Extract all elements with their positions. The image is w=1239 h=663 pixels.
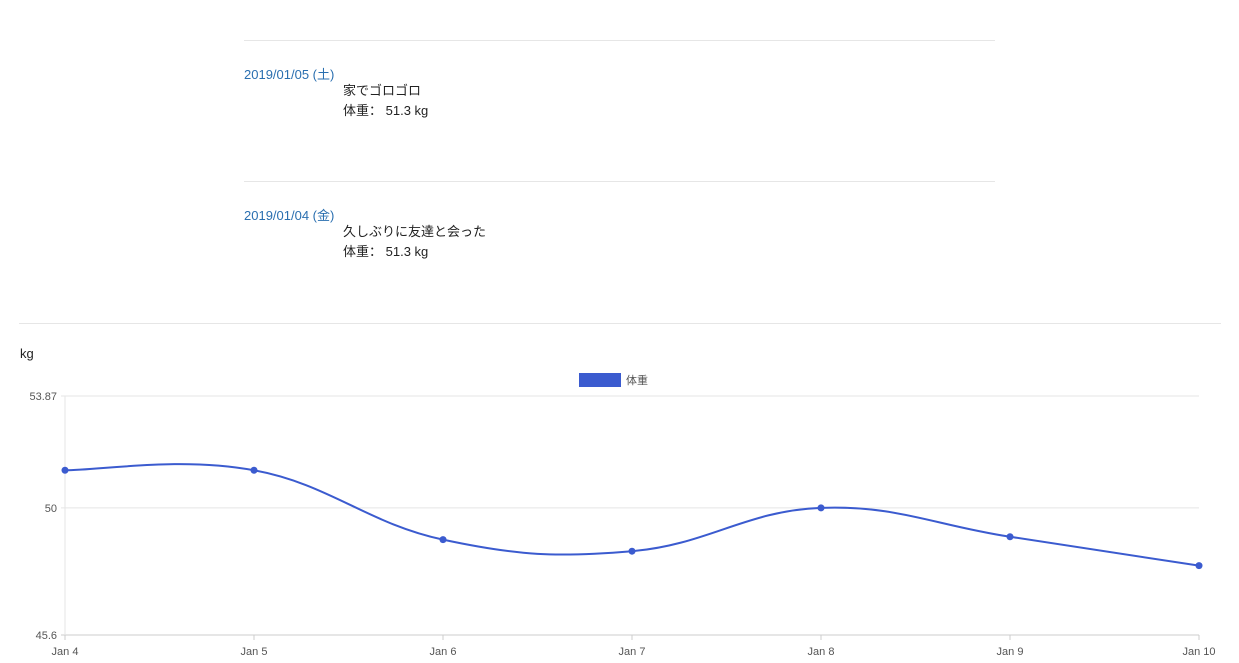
x-tick-label: Jan 5: [241, 646, 268, 658]
data-point: [628, 547, 636, 555]
data-point: [1195, 562, 1203, 570]
legend-swatch: [579, 373, 621, 387]
entry-date-link[interactable]: 2019/01/05 (土): [244, 67, 335, 82]
x-tick-label: Jan 10: [1182, 646, 1215, 658]
data-point: [61, 466, 69, 474]
entry-note: 久しぶりに友達と会った: [343, 224, 487, 239]
x-tick-label: Jan 6: [430, 646, 457, 658]
entry-note: 家でゴロゴロ: [343, 83, 422, 98]
x-tick-label: Jan 7: [619, 646, 646, 658]
entry-weight-label: 体重：: [343, 244, 383, 259]
diary-entry: 2019/01/04 (金) 久しぶりに友達と会った 体重： 51.3 kg: [244, 181, 995, 259]
x-tick-label: Jan 8: [808, 646, 835, 658]
x-tick-label: Jan 4: [52, 646, 79, 658]
diary-entry: 2019/01/05 (土) 家でゴロゴロ 体重： 51.3 kg: [244, 40, 995, 118]
y-tick-label: 50: [45, 503, 57, 515]
weight-line-chart: 53.87 50 45.6 Jan 4 Jan 5 Jan 6 Jan 7 Jan 8 Jan …: [29, 373, 1216, 658]
entry-weight-value: 51.3 kg: [385, 103, 429, 118]
section-divider: [19, 323, 1221, 324]
chart-unit-label: kg: [20, 346, 34, 361]
entry-weight: 体重： 51.3 kg: [343, 101, 428, 121]
entry-weight: 体重： 51.3 kg: [343, 242, 486, 262]
y-tick-label: 53.87: [29, 391, 57, 403]
entry-weight-value: 51.3 kg: [385, 244, 429, 259]
entry-divider: [244, 181, 995, 182]
entry-body: 久しぶりに友達と会った 体重： 51.3 kg: [343, 222, 486, 262]
entry-divider: [244, 40, 995, 41]
entry-date-link[interactable]: 2019/01/04 (金): [244, 208, 335, 223]
y-tick-label: 45.6: [36, 630, 57, 642]
data-point: [439, 536, 447, 544]
entry-weight-label: 体重：: [343, 103, 383, 118]
data-point: [250, 466, 258, 474]
x-tick-label: Jan 9: [997, 646, 1024, 658]
legend-label: 体重: [626, 373, 648, 387]
data-point: [1006, 533, 1014, 541]
entry-body: 家でゴロゴロ 体重： 51.3 kg: [343, 81, 428, 121]
data-point: [817, 504, 825, 512]
